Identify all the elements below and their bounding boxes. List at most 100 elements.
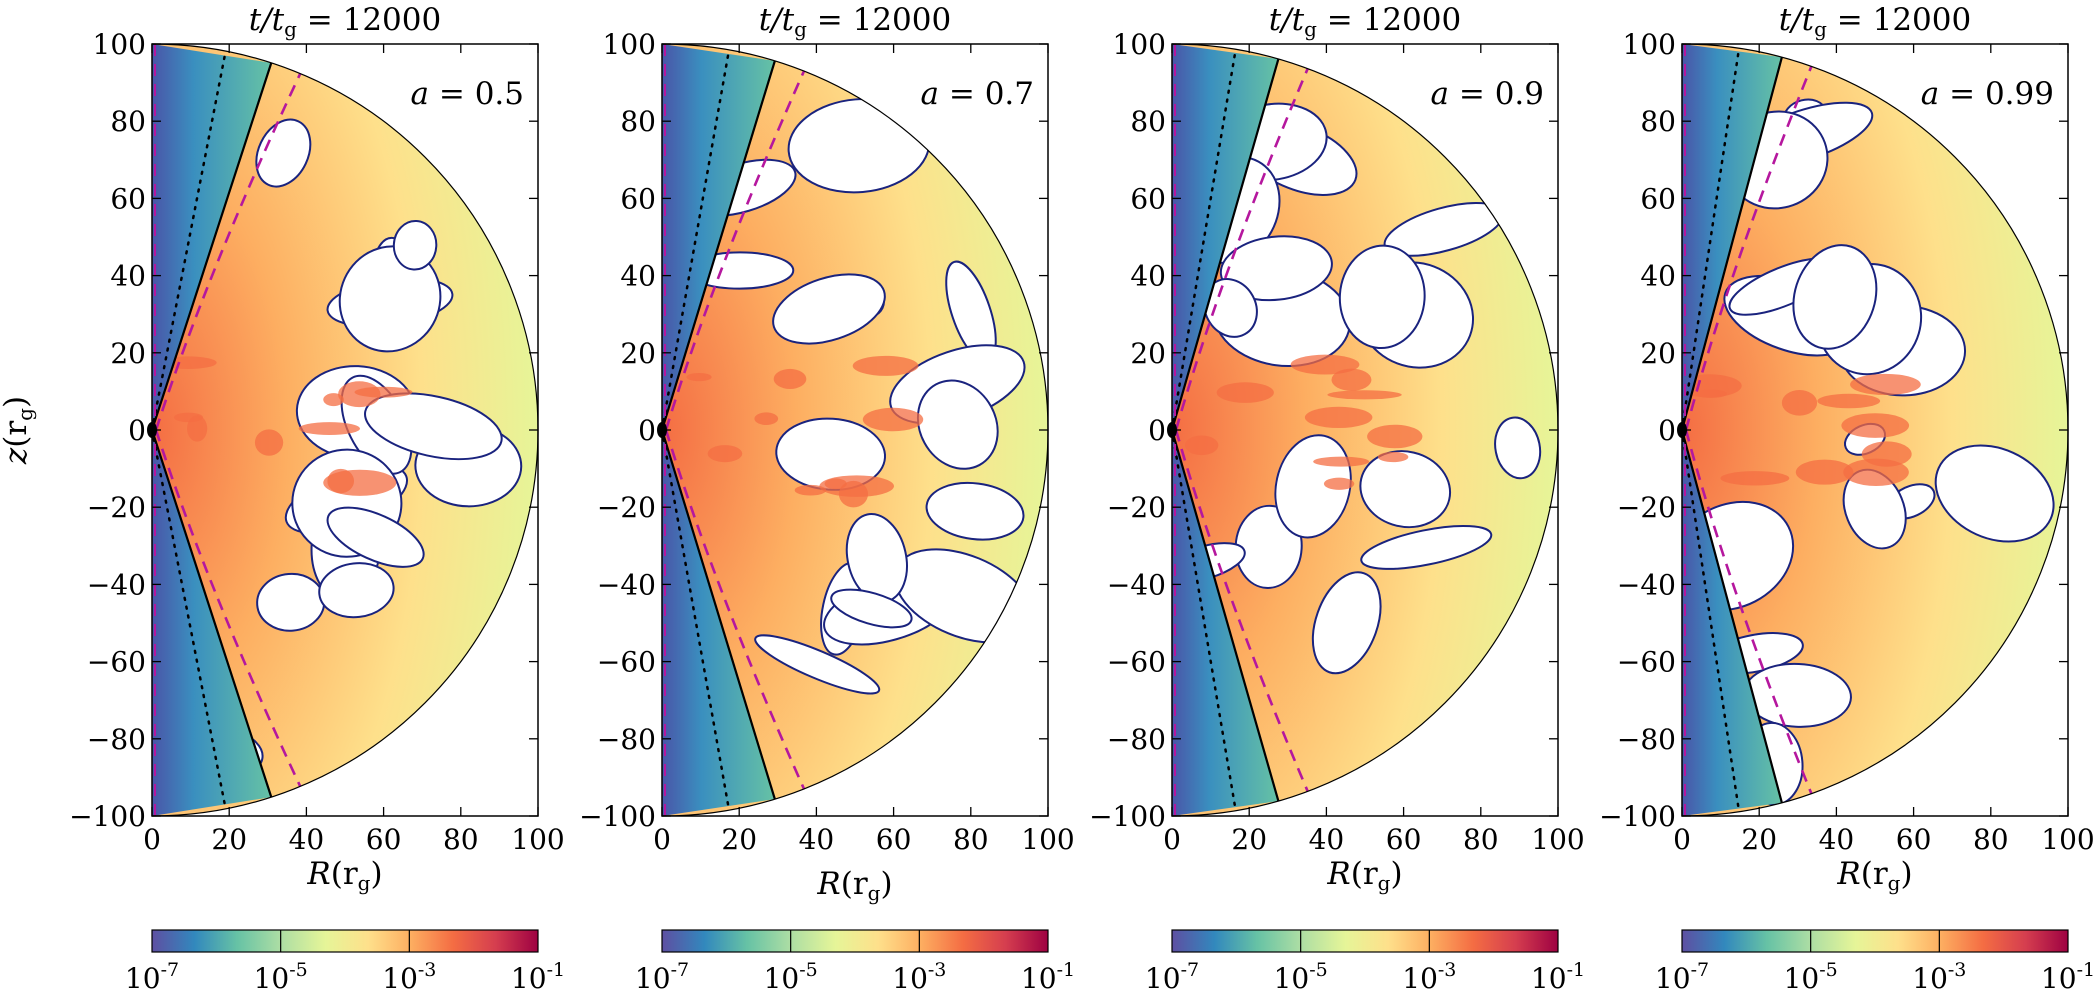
x-tick-label: 0 <box>1163 823 1181 856</box>
hot-filament <box>1841 413 1910 438</box>
jet-funnel-upper <box>662 44 775 430</box>
hot-filament <box>1817 393 1881 409</box>
hot-filament <box>1290 354 1360 375</box>
y-tick-label: −40 <box>597 568 656 601</box>
solid-boundary-line <box>152 62 273 431</box>
solid-boundary-line <box>1172 58 1280 431</box>
y-axis-label: z(rg) <box>0 396 37 465</box>
y-tick-label: 40 <box>1130 260 1166 293</box>
solid-boundary-line <box>152 429 273 798</box>
panel-title: t/tg = 12000 <box>1779 2 1971 41</box>
y-tick-label: −80 <box>1617 723 1676 756</box>
hot-filament <box>254 429 284 456</box>
hot-filament <box>1781 390 1818 416</box>
x-axis-label: R(rg) <box>1326 856 1402 895</box>
colorbar-tick-label: 10-3 <box>892 959 946 995</box>
y-tick-label: −40 <box>87 568 146 601</box>
panel-1: 0 20 40 60 80 100 100 80 60 40 20 0 −20 −40 −60 −80 −100… <box>0 2 565 995</box>
hot-filament <box>1367 424 1423 449</box>
low-density-contour <box>925 481 1025 541</box>
x-tick-label: 20 <box>211 823 247 856</box>
dashed-magenta-line <box>1174 68 1309 431</box>
y-tick-label: 80 <box>1640 105 1676 138</box>
dashed-magenta-line <box>154 429 302 787</box>
y-tick-label: −60 <box>1107 646 1166 679</box>
x-tick-label: 80 <box>443 823 479 856</box>
panel-2: 0 20 40 60 80 100 100 80 60 40 20 0 −20 −40 −60 −80 −100… <box>579 2 1075 995</box>
y-tick-label: 100 <box>603 28 656 61</box>
low-density-contour <box>1311 571 1382 675</box>
colorbar-tick-label: 10-3 <box>382 959 436 995</box>
hot-filament <box>1795 459 1854 485</box>
solid-boundary-line <box>1172 429 1280 802</box>
low-density-contour <box>326 506 425 568</box>
y-tick-label: 80 <box>1130 105 1166 138</box>
y-tick-label: −60 <box>87 646 146 679</box>
colorbar: 10-7 10-5 10-3 10-1 <box>1145 929 1585 995</box>
colorbar-tick-label: 10-7 <box>1655 959 1709 995</box>
hot-filament <box>1850 373 1921 396</box>
x-axis-label: R(rg) <box>1836 856 1912 895</box>
hot-filament <box>1720 471 1790 486</box>
colorbar-gradient <box>661 929 1049 953</box>
colorbar-gradient <box>151 929 539 953</box>
y-tick-label: −20 <box>1617 491 1676 524</box>
hot-filament <box>1313 456 1370 467</box>
y-tick-label: 40 <box>620 260 656 293</box>
colorbar-tick-label: 10-1 <box>2041 959 2095 995</box>
spin-label: a = 0.5 <box>411 76 524 112</box>
y-tick-label: 0 <box>638 414 656 447</box>
hot-filament <box>754 412 779 426</box>
hot-filament <box>1323 477 1355 490</box>
hot-filament <box>298 422 360 435</box>
low-density-contour <box>1934 444 2055 543</box>
dotted-boundary-line <box>1172 428 1237 812</box>
y-tick-label: 0 <box>1658 414 1676 447</box>
dashed-magenta-line <box>1684 429 1813 795</box>
density-field <box>1682 44 2068 816</box>
y-tick-label: −20 <box>87 491 146 524</box>
colorbar-tick-label: 10-1 <box>511 959 565 995</box>
panel-title: t/tg = 12000 <box>249 2 441 41</box>
y-tick-label: 60 <box>110 182 146 215</box>
hot-filament <box>824 478 847 490</box>
x-tick-label: 100 <box>511 823 564 856</box>
x-tick-label: 80 <box>1973 823 2009 856</box>
x-tick-label: 60 <box>366 823 402 856</box>
x-axis-label: R(rg) <box>306 856 382 895</box>
density-field <box>152 44 538 816</box>
panel-4: 0 20 40 60 80 100 100 80 60 40 20 0 −20 −40 −60 −80 −100… <box>1599 2 2095 995</box>
y-tick-label: 40 <box>110 260 146 293</box>
x-tick-label: 40 <box>289 823 325 856</box>
low-density-contour <box>392 219 438 271</box>
dotted-boundary-line <box>1682 428 1741 814</box>
x-tick-label: 20 <box>1741 823 1777 856</box>
y-tick-label: −80 <box>597 723 656 756</box>
colorbar-tick-label: 10-7 <box>635 959 689 995</box>
low-density-contour <box>255 118 312 188</box>
panel-3: 0 20 40 60 80 100 100 80 60 40 20 0 −20 −40 −60 −80 −100… <box>1089 2 1585 995</box>
low-density-contour <box>830 588 913 629</box>
jet-funnel-upper <box>152 44 272 430</box>
jet-funnel-lower <box>152 430 272 816</box>
y-tick-label: −40 <box>1107 568 1166 601</box>
x-tick-label: 80 <box>953 823 989 856</box>
solid-boundary-line <box>662 60 776 431</box>
panel-title: t/tg = 12000 <box>759 2 951 41</box>
low-density-contour <box>1203 278 1258 338</box>
y-tick-label: 60 <box>1130 182 1166 215</box>
x-tick-label: 40 <box>799 823 835 856</box>
x-tick-label: 0 <box>653 823 671 856</box>
dashed-magenta-line <box>664 70 806 431</box>
jet-funnel-lower <box>662 430 775 816</box>
x-tick-label: 40 <box>1309 823 1345 856</box>
y-tick-label: 20 <box>1130 337 1166 370</box>
dotted-boundary-line <box>1682 46 1741 432</box>
dashed-magenta-line <box>1684 65 1813 431</box>
y-tick-label: 80 <box>620 105 656 138</box>
y-tick-label: 20 <box>1640 337 1676 370</box>
y-tick-label: −40 <box>1617 568 1676 601</box>
y-tick-label: −100 <box>1089 800 1166 833</box>
x-tick-label: 20 <box>1231 823 1267 856</box>
